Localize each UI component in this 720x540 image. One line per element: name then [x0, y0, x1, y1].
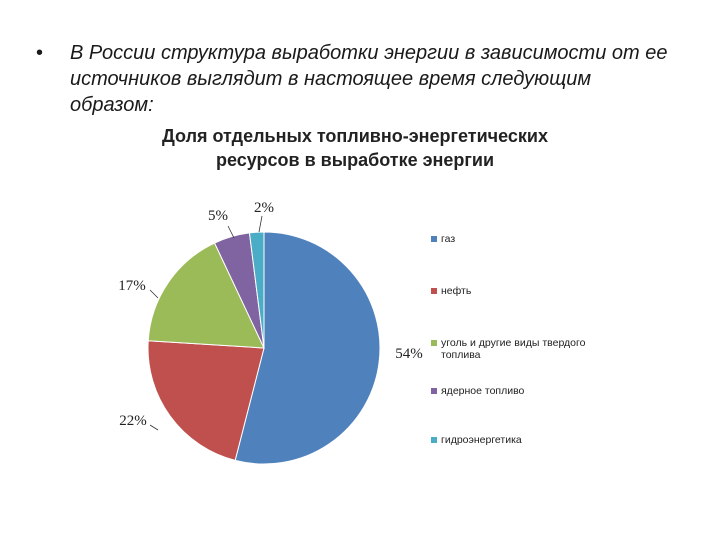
- pie-slice-1: [234, 231, 381, 465]
- legend-swatch-1: [431, 236, 437, 242]
- legend-swatch-4: [431, 388, 437, 394]
- legend-label-5: гидроэнергетика: [441, 434, 522, 446]
- legend-swatch-2: [431, 288, 437, 294]
- data-label-2: 22%: [119, 413, 147, 429]
- legend: газ нефть уголь и другие виды твердого топл…: [431, 233, 586, 446]
- chart-title-line-2: ресурсов в выработке энергии: [216, 150, 494, 170]
- pie-slice-3: [147, 242, 265, 349]
- legend-swatch-5: [431, 437, 437, 443]
- bullet-symbol: •: [36, 42, 44, 64]
- chart-title: Доля отдельных топливно-энергетических ре…: [162, 126, 548, 170]
- pie-slices: [147, 231, 381, 465]
- leader-line-4: [227, 225, 235, 239]
- legend-swatch-3: [431, 340, 437, 346]
- leader-line-3: [149, 289, 159, 299]
- data-label-4: 5%: [208, 208, 228, 224]
- pie-slice-5: [248, 231, 265, 349]
- data-label-5: 2%: [254, 200, 274, 216]
- bullet-text: В России структура выработки энергии в з…: [70, 42, 668, 116]
- leader-line-5: [258, 215, 263, 233]
- leader-line-2: [149, 424, 159, 431]
- legend-label-1: газ: [441, 233, 455, 245]
- data-labels: 54% 22% 17% 5% 2%: [118, 200, 423, 429]
- label-leader-lines: [149, 215, 263, 431]
- legend-label-3: уголь и другие виды твердого топлива: [441, 337, 586, 361]
- legend-label-2: нефть: [441, 285, 472, 297]
- legend-label-4: ядерное топливо: [441, 385, 525, 397]
- data-label-1: 54%: [395, 346, 423, 362]
- chart-title-line-1: Доля отдельных топливно-энергетических: [162, 126, 548, 146]
- data-label-3: 17%: [118, 278, 146, 294]
- bullet-text-block: • В России структура выработки энергии в…: [36, 40, 676, 118]
- pie-slice-2: [147, 340, 265, 461]
